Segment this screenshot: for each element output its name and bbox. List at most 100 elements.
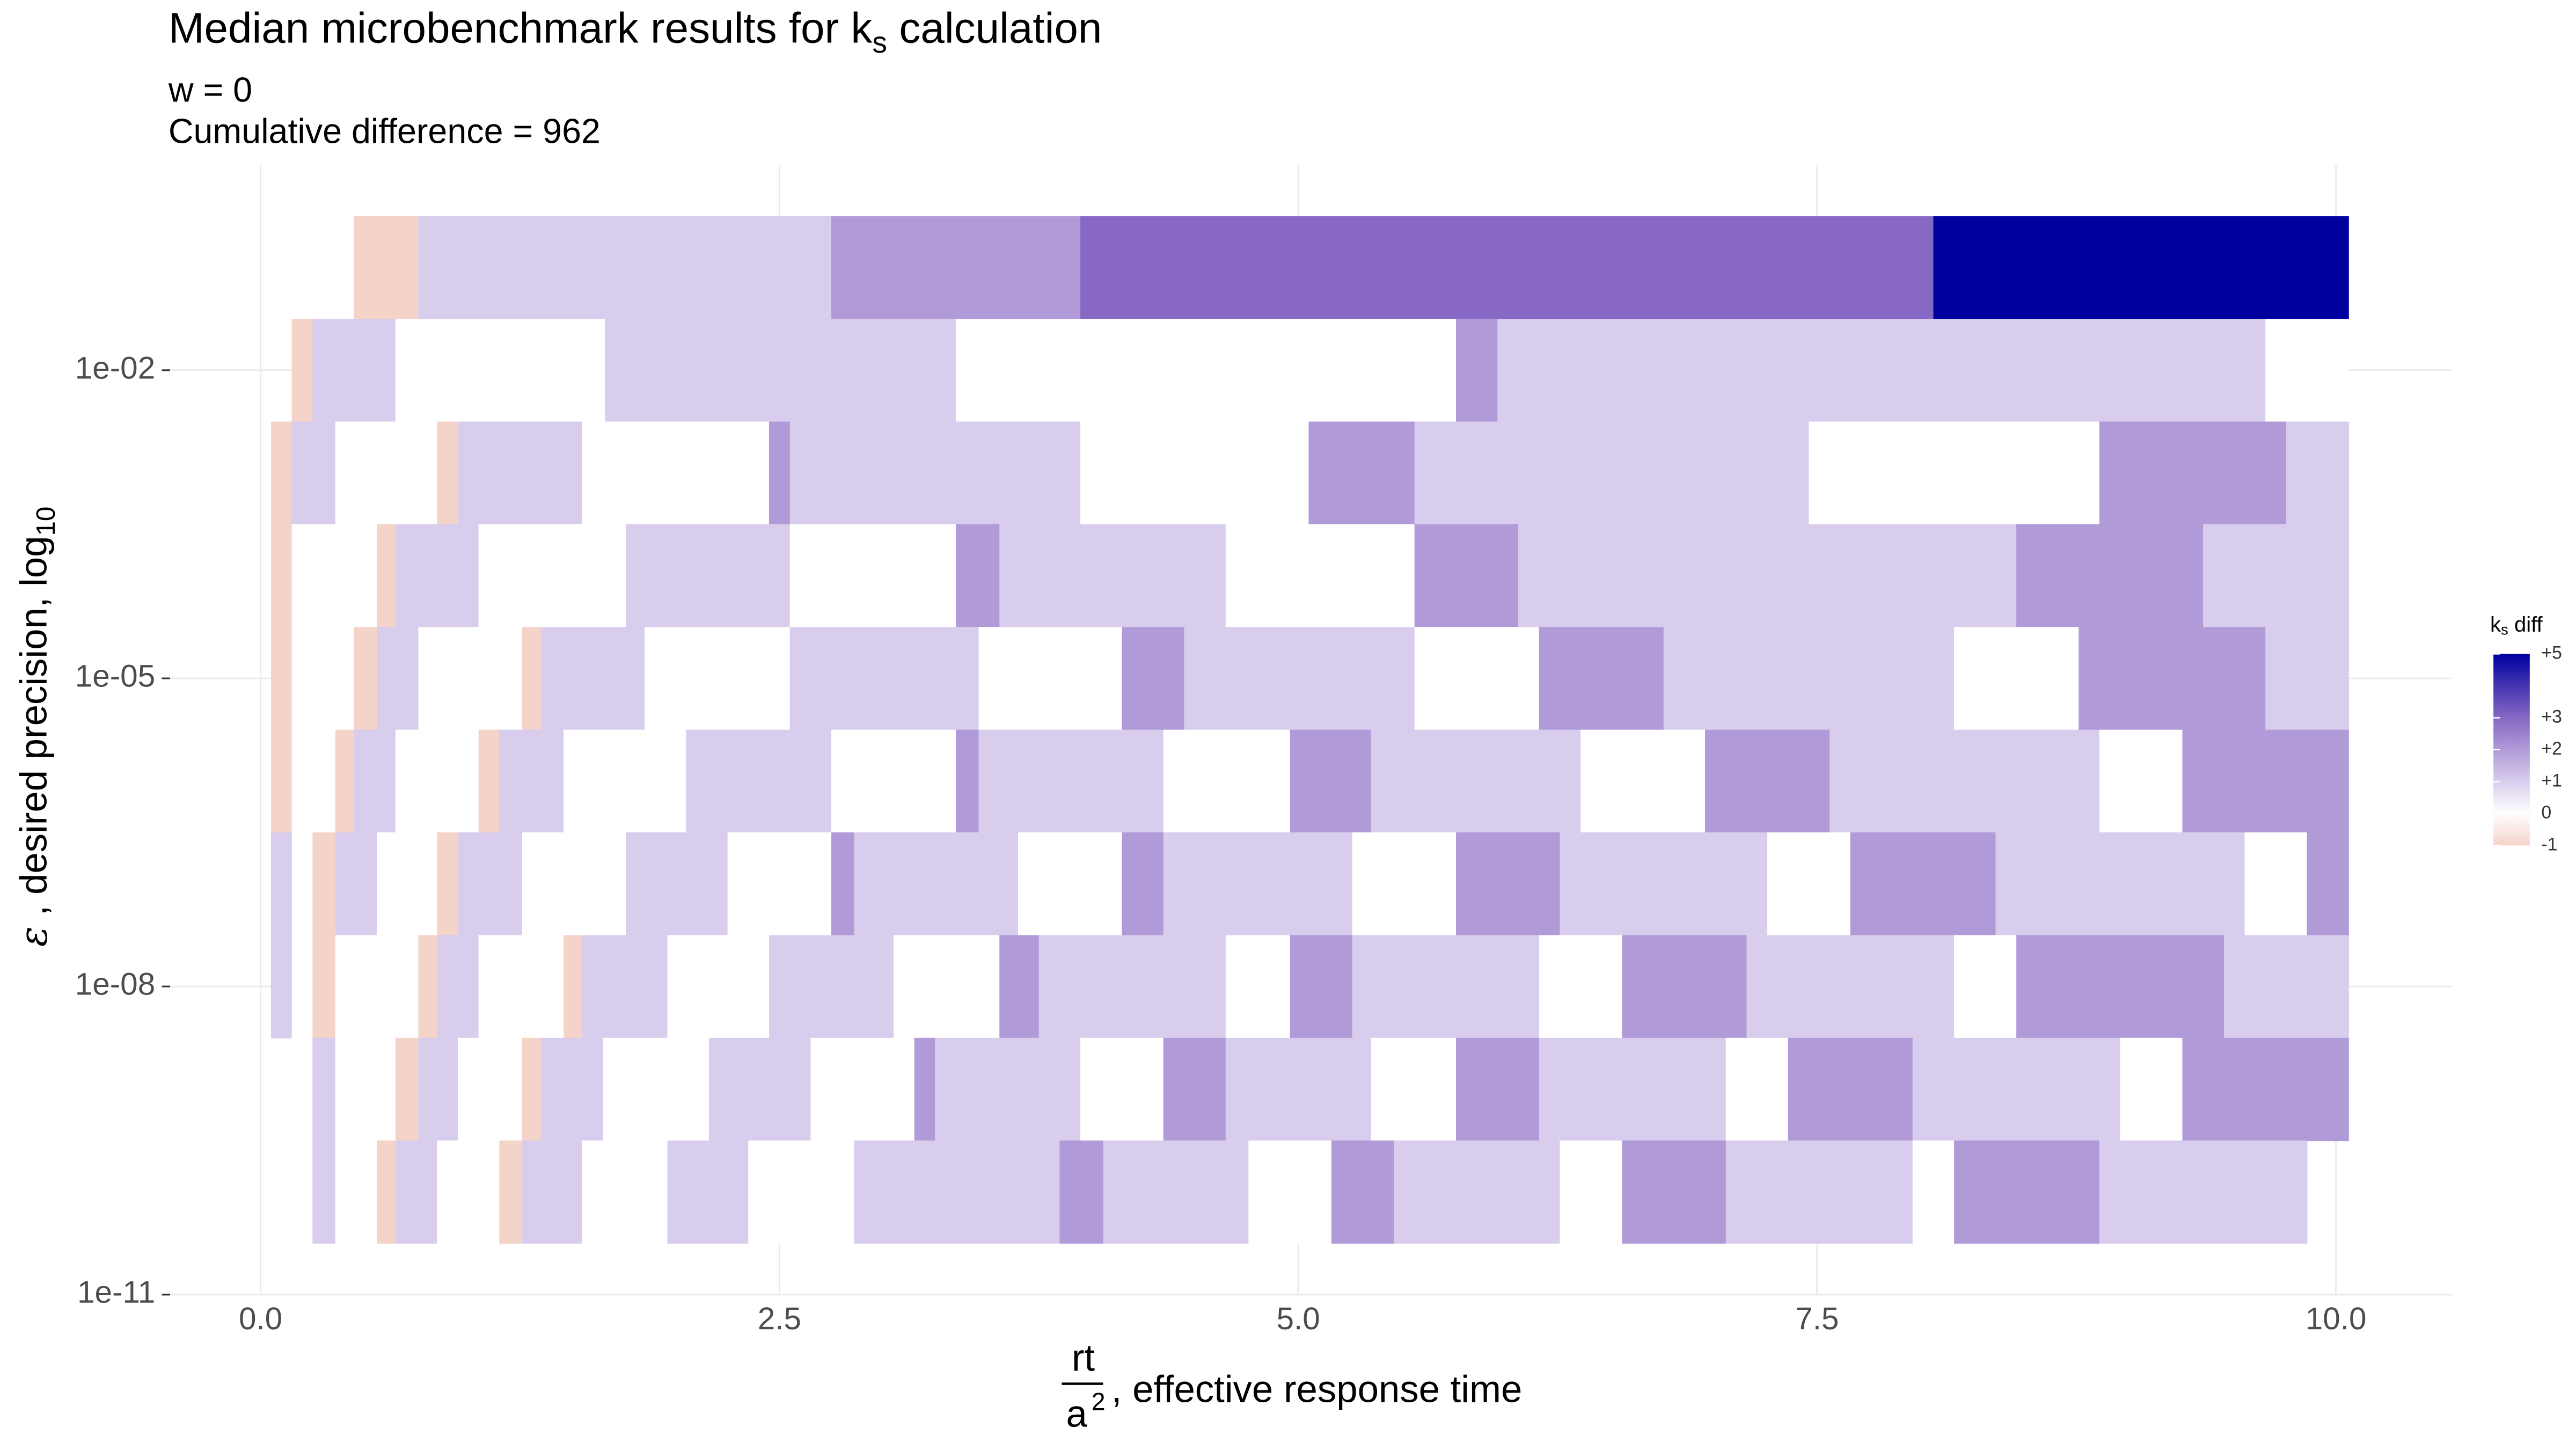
tile bbox=[727, 832, 832, 936]
tile bbox=[395, 1140, 438, 1244]
tile bbox=[605, 319, 956, 422]
legend-label: +2 bbox=[2541, 738, 2562, 759]
tile bbox=[522, 832, 627, 936]
legend-title-subscript: s bbox=[2501, 621, 2508, 638]
tile bbox=[667, 935, 770, 1038]
tile bbox=[2016, 524, 2204, 628]
legend-label: 0 bbox=[2541, 802, 2551, 823]
tile bbox=[2182, 729, 2349, 833]
tile bbox=[935, 1037, 1081, 1141]
tile bbox=[956, 524, 1000, 628]
tile bbox=[291, 421, 336, 525]
tile bbox=[1725, 1037, 1789, 1141]
tile bbox=[1456, 319, 1498, 422]
tile bbox=[312, 935, 336, 1038]
tile bbox=[1580, 729, 1706, 833]
tile bbox=[354, 216, 419, 320]
tile bbox=[2099, 1140, 2308, 1244]
tile bbox=[769, 421, 791, 525]
tile bbox=[626, 832, 728, 936]
tile bbox=[270, 421, 292, 525]
tile bbox=[1394, 1140, 1561, 1244]
tile bbox=[270, 935, 292, 1038]
tile bbox=[644, 627, 791, 730]
y-tick-label: 1e-11 bbox=[77, 1275, 155, 1310]
tile bbox=[582, 421, 770, 525]
subtitle: Cumulative difference = 962 bbox=[169, 112, 601, 150]
legend-label: +5 bbox=[2541, 642, 2562, 663]
tile bbox=[312, 1140, 336, 1244]
tile bbox=[999, 524, 1226, 628]
tile bbox=[1331, 1140, 1394, 1244]
tile bbox=[457, 1037, 523, 1141]
tile bbox=[1103, 1140, 1249, 1244]
tile bbox=[377, 832, 438, 936]
tile bbox=[564, 935, 583, 1038]
tile bbox=[312, 319, 396, 422]
tile bbox=[1788, 1037, 1913, 1141]
tile bbox=[270, 627, 292, 730]
tile bbox=[478, 935, 565, 1038]
tile bbox=[312, 1037, 336, 1141]
legend-label: -1 bbox=[2541, 834, 2557, 854]
tile bbox=[1163, 1037, 1226, 1141]
tile bbox=[335, 729, 355, 833]
tile bbox=[2307, 832, 2349, 936]
tile bbox=[540, 627, 645, 730]
tile bbox=[1933, 216, 2349, 320]
tile bbox=[354, 729, 396, 833]
tile bbox=[1456, 832, 1561, 936]
tile bbox=[1225, 1037, 1372, 1141]
tile bbox=[1352, 832, 1457, 936]
tile bbox=[1352, 935, 1540, 1038]
tile bbox=[1539, 1037, 1726, 1141]
tile bbox=[2079, 627, 2266, 730]
tile bbox=[335, 935, 419, 1038]
tile bbox=[1912, 1140, 1955, 1244]
tile bbox=[291, 627, 355, 730]
tile bbox=[854, 832, 1019, 936]
tile bbox=[1038, 935, 1226, 1038]
tile bbox=[810, 1037, 915, 1141]
tile bbox=[1225, 935, 1291, 1038]
tile bbox=[478, 524, 627, 628]
tile bbox=[1414, 421, 1810, 525]
tile bbox=[2182, 1037, 2349, 1141]
legend-label: +1 bbox=[2541, 770, 2562, 791]
tile bbox=[377, 1140, 396, 1244]
tile bbox=[437, 832, 458, 936]
y-title-text: , desired precision, log bbox=[12, 536, 54, 926]
tile bbox=[418, 935, 438, 1038]
tile bbox=[1539, 627, 1664, 730]
tile bbox=[395, 1037, 419, 1141]
tile bbox=[831, 729, 956, 833]
tile bbox=[686, 729, 832, 833]
tile bbox=[270, 729, 292, 833]
tile bbox=[270, 832, 292, 936]
x-title-exponent: 2 bbox=[1092, 1388, 1106, 1416]
tile bbox=[708, 1037, 811, 1141]
tile bbox=[914, 1037, 936, 1141]
tile bbox=[1456, 1037, 1540, 1141]
tile bbox=[1080, 216, 1934, 320]
tile bbox=[335, 1140, 378, 1244]
chart-title: Median microbenchmark results for ks cal… bbox=[169, 4, 1102, 59]
tile bbox=[1912, 1037, 2121, 1141]
tile bbox=[377, 627, 419, 730]
tile bbox=[1059, 1140, 1104, 1244]
tile bbox=[2286, 421, 2349, 525]
tile bbox=[1954, 1140, 2100, 1244]
tile bbox=[1308, 421, 1415, 525]
y-tick-label: 1e-02 bbox=[75, 350, 156, 385]
tile bbox=[418, 216, 832, 320]
tile bbox=[335, 421, 438, 525]
tile bbox=[291, 729, 336, 833]
x-tick-label: 10.0 bbox=[2306, 1301, 2367, 1336]
tile bbox=[978, 729, 1164, 833]
tile bbox=[582, 1140, 668, 1244]
tile bbox=[499, 729, 565, 833]
tile bbox=[2120, 1037, 2183, 1141]
tile bbox=[1018, 832, 1123, 936]
tile bbox=[457, 832, 523, 936]
